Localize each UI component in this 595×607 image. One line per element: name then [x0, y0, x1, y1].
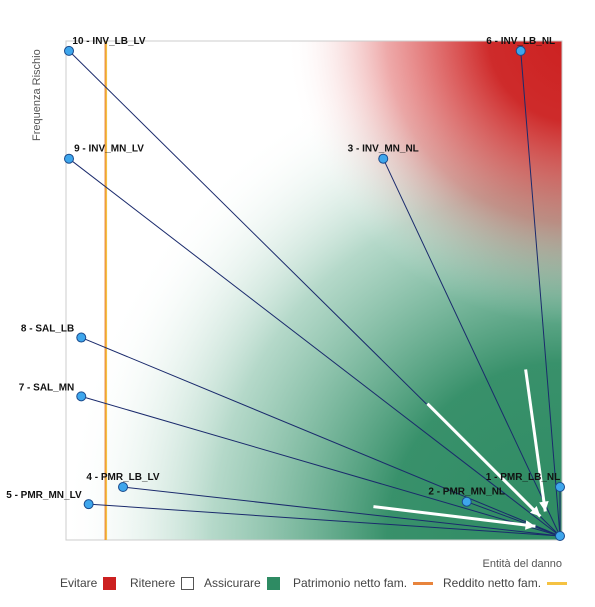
risk-points — [64, 45, 565, 541]
point-label: 3 - INV_MN_NL — [348, 144, 419, 155]
risk-point — [64, 45, 74, 56]
point-label: 7 - SAL_MN — [19, 382, 75, 393]
risk-point — [555, 482, 565, 492]
legend: Evitare Ritenere Assicurare Patrimonio n… — [0, 574, 595, 592]
risk-point — [461, 496, 472, 507]
legend-swatch — [181, 576, 195, 590]
legend-label: Evitare — [60, 576, 98, 590]
point-label: 10 - INV_LB_LV — [72, 36, 145, 47]
legend-line — [547, 581, 568, 585]
direction-arrow-head — [529, 506, 541, 517]
risk-point — [378, 153, 389, 164]
risk-point — [64, 153, 74, 164]
risk-vector-line — [81, 337, 561, 537]
direction-arrows — [373, 369, 549, 530]
y-axis-title: Frequenza Rischio — [31, 49, 43, 141]
direction-arrow-head — [525, 520, 536, 530]
reference-lines — [104, 41, 108, 540]
origin-point — [555, 531, 565, 541]
point-label: 8 - SAL_LB — [21, 324, 74, 335]
risk-vector-line — [382, 158, 561, 537]
legend-item-evitare: Evitare — [60, 574, 117, 592]
risk-point — [76, 391, 87, 402]
risk-vector-line — [81, 395, 561, 537]
point-label: 2 - PMR_MN_NL — [428, 487, 505, 498]
risk-vector-line — [88, 503, 561, 537]
point-label: 4 - PMR_LB_LV — [86, 472, 159, 483]
risk-point — [515, 45, 526, 56]
risk-vector-line — [466, 501, 561, 537]
legend-item-reddito: Reddito netto fam. — [443, 574, 568, 592]
plot-frame — [65, 40, 563, 541]
point-label: 5 - PMR_MN_LV — [6, 490, 82, 501]
point-labels: 1 - PMR_LB_NL 2 - PMR_MN_NL 3 - INV_MN_NL 4… — [6, 36, 560, 501]
legend-item-ritenere: Ritenere — [130, 574, 195, 592]
point-label: 1 - PMR_LB_NL — [486, 472, 560, 483]
risk-zones — [66, 41, 562, 540]
legend-line — [413, 581, 434, 585]
risk-vector-line — [520, 50, 561, 537]
legend-swatch — [266, 576, 280, 590]
risk-point — [118, 482, 129, 492]
legend-swatch — [103, 576, 117, 590]
risk-point — [76, 332, 87, 343]
risk-vector-line — [122, 486, 561, 537]
direction-arrow-head — [539, 501, 549, 512]
legend-label: Reddito netto fam. — [443, 576, 542, 590]
legend-label: Ritenere — [130, 576, 176, 590]
risk-point — [83, 499, 94, 510]
legend-label: Patrimonio netto fam. — [293, 576, 408, 590]
direction-arrow — [524, 369, 547, 512]
legend-item-patrimonio: Patrimonio netto fam. — [293, 574, 434, 592]
x-axis-title: Entità del danno — [482, 558, 562, 570]
direction-arrow — [426, 402, 542, 518]
legend-item-assicurare: Assicurare — [204, 574, 280, 592]
point-label: 9 - INV_MN_LV — [74, 144, 144, 155]
legend-label: Assicurare — [204, 576, 261, 590]
risk-vector-line — [68, 158, 561, 537]
direction-arrow — [373, 505, 536, 528]
point-label: 6 - INV_LB_NL — [486, 36, 555, 47]
